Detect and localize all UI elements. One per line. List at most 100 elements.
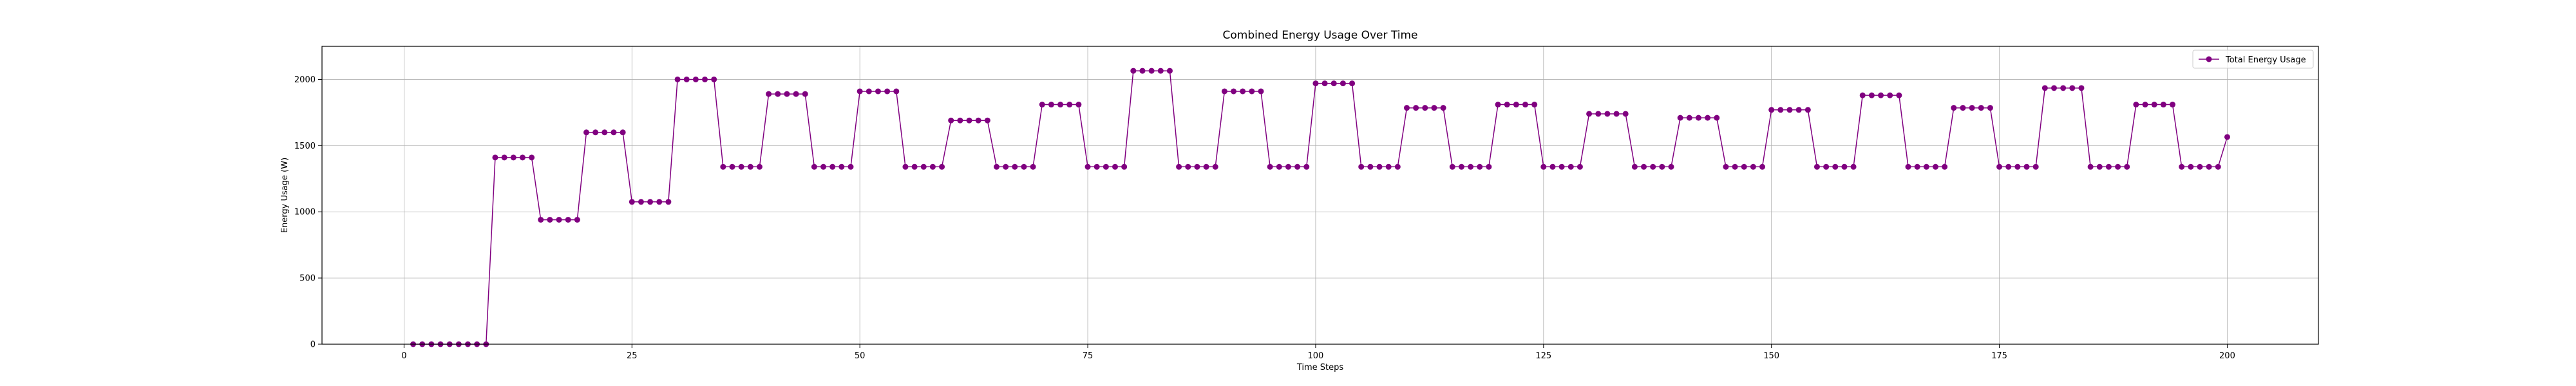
data-point [1075,102,1082,108]
data-point [2133,102,2139,108]
data-point [1394,163,1401,170]
data-point [2206,163,2212,170]
y-tick-label: 2000 [294,75,316,85]
data-point [620,129,626,136]
data-point [1477,163,1483,170]
x-axis-ticks: 0 25 50 75 100 125 150 175 200 [401,344,2235,361]
data-point [756,163,762,170]
legend-swatch-marker [2206,56,2212,62]
data-point [1349,80,1356,87]
data-point [2023,163,2030,170]
data-point [1823,163,1830,170]
data-point [2215,163,2221,170]
data-point [2041,85,2048,91]
data-point [1294,163,1301,170]
data-point [1112,163,1119,170]
data-point [1340,80,1346,87]
data-point [1741,163,1747,170]
data-point [2197,163,2203,170]
data-point [866,88,872,95]
data-point [1321,80,1328,87]
x-tick-label: 100 [1308,351,1324,361]
data-point [1258,88,1264,95]
data-point [920,163,927,170]
data-point [2096,163,2103,170]
data-point [993,163,999,170]
data-point [2078,85,2085,91]
chart-title: Combined Energy Usage Over Time [1223,29,1418,42]
data-point [1221,88,1227,95]
x-tick-label: 200 [2219,351,2235,361]
y-tick-label: 0 [310,340,316,350]
data-point [1567,163,1574,170]
data-point [2060,85,2067,91]
data-point [1732,163,1738,170]
data-point [574,217,580,223]
data-point [975,117,981,124]
data-point [1066,102,1073,108]
data-point [656,199,663,205]
data-point [1540,163,1547,170]
data-point [1267,163,1273,170]
data-point [2069,85,2076,91]
data-point [665,199,672,205]
data-point [984,117,990,124]
data-point [911,163,918,170]
data-point [1577,163,1583,170]
data-point [1030,163,1036,170]
data-point [1804,107,1811,113]
plot-area-frame [321,46,2319,345]
data-point [1650,163,1656,170]
data-point [638,199,644,205]
data-point [1012,163,1018,170]
data-point [1121,163,1128,170]
data-point [1039,102,1045,108]
data-point [1832,163,1839,170]
data-point [1777,107,1784,113]
data-point [2050,85,2057,91]
data-point [948,117,954,124]
y-axis-ticks: 0 500 1000 1500 2000 [294,75,322,350]
data-point [939,163,945,170]
data-point [2032,163,2039,170]
data-point [1586,111,1593,117]
data-point [1486,163,1492,170]
data-point [2151,102,2157,108]
data-point [565,217,571,223]
data-point [501,154,507,161]
data-point [1668,163,1674,170]
x-tick-label: 150 [1763,351,1779,361]
data-point [2014,163,2021,170]
data-point [738,163,744,170]
data-point [1312,80,1319,87]
data-point [1932,163,1938,170]
data-point [1595,111,1602,117]
data-point [1376,163,1383,170]
data-point [1276,163,1282,170]
data-point [802,91,808,97]
data-point [1631,163,1638,170]
data-point [1987,105,1993,111]
data-point [1331,80,1337,87]
data-point [2179,163,2185,170]
data-point [647,199,654,205]
data-point [1641,163,1647,170]
y-tick-label: 1500 [294,142,316,151]
data-point [1021,163,1027,170]
y-axis-label: Energy Usage (W) [280,158,290,233]
data-point [1440,105,1446,111]
data-point [1166,68,1173,74]
data-point [1868,92,1875,98]
data-point [1231,88,1237,95]
legend-box [2192,50,2314,69]
data-point [775,91,781,97]
data-point [1723,163,1729,170]
data-point [1458,163,1464,170]
data-point [1795,107,1802,113]
data-point [492,154,498,161]
data-point [875,88,881,95]
data-point [893,88,900,95]
data-point [1558,163,1565,170]
y-tick-label: 500 [299,274,316,284]
